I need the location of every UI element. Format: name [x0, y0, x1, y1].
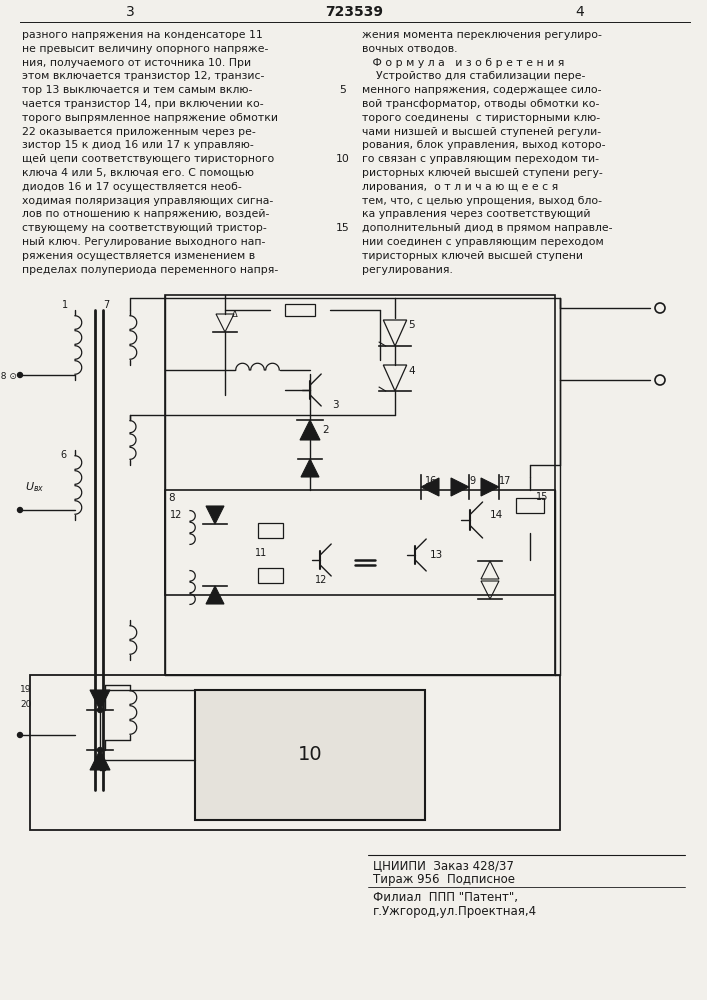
- Circle shape: [98, 748, 103, 752]
- Text: тем, что, с целью упрощения, выход бло-: тем, что, с целью упрощения, выход бло-: [362, 196, 602, 206]
- Text: $U_{вх}$: $U_{вх}$: [25, 480, 45, 494]
- Text: Филиал  ППП "Патент",: Филиал ППП "Патент",: [373, 891, 518, 904]
- Text: 5: 5: [408, 320, 414, 330]
- Circle shape: [98, 708, 103, 712]
- Text: ствующему на соответствующий тристор-: ствующему на соответствующий тристор-: [22, 223, 267, 233]
- Polygon shape: [90, 750, 110, 770]
- Text: тор 13 выключается и тем самым вклю-: тор 13 выключается и тем самым вклю-: [22, 85, 252, 95]
- Text: 7: 7: [103, 300, 110, 310]
- Text: 20: 20: [20, 700, 31, 709]
- Text: менного напряжения, содержащее сило-: менного напряжения, содержащее сило-: [362, 85, 602, 95]
- Text: 11: 11: [255, 548, 267, 558]
- Text: 15: 15: [536, 492, 549, 502]
- Text: 13: 13: [430, 550, 443, 560]
- Polygon shape: [301, 459, 319, 477]
- Text: разного напряжения на конденсаторе 11: разного напряжения на конденсаторе 11: [22, 30, 263, 40]
- Text: Ф о р м у л а   и з о б р е т е н и я: Ф о р м у л а и з о б р е т е н и я: [362, 58, 564, 68]
- Bar: [516, 497, 544, 512]
- Text: 10: 10: [298, 746, 322, 764]
- Text: торого выпрямленное напряжение обмотки: торого выпрямленное напряжение обмотки: [22, 113, 278, 123]
- Text: 12: 12: [170, 510, 182, 520]
- Polygon shape: [206, 506, 224, 524]
- Text: пределах полупериода переменного напря-: пределах полупериода переменного напря-: [22, 265, 279, 275]
- Polygon shape: [451, 478, 469, 496]
- Bar: [257, 522, 283, 538]
- Text: жения момента переключения регулиро-: жения момента переключения регулиро-: [362, 30, 602, 40]
- Text: ЦНИИПИ  Заказ 428/37: ЦНИИПИ Заказ 428/37: [373, 859, 514, 872]
- Text: 10: 10: [336, 154, 350, 164]
- Text: лов по отношению к напряжению, воздей-: лов по отношению к напряжению, воздей-: [22, 209, 269, 219]
- Bar: [257, 568, 283, 582]
- Text: 15: 15: [336, 223, 350, 233]
- Text: рования, блок управления, выход которо-: рования, блок управления, выход которо-: [362, 140, 605, 150]
- Text: тиристорных ключей высшей ступени: тиристорных ключей высшей ступени: [362, 251, 583, 261]
- Text: Δ: Δ: [232, 310, 238, 319]
- Text: торого соединены  с тиристорными клю-: торого соединены с тиристорными клю-: [362, 113, 600, 123]
- Text: дополнительный диод в прямом направле-: дополнительный диод в прямом направле-: [362, 223, 612, 233]
- Text: ния, получаемого от источника 10. При: ния, получаемого от источника 10. При: [22, 58, 251, 68]
- Text: 1: 1: [62, 300, 68, 310]
- Text: 12: 12: [315, 575, 327, 585]
- Text: ка управления через соответствующий: ка управления через соответствующий: [362, 209, 590, 219]
- Bar: [165, 490, 555, 675]
- Text: вочных отводов.: вочных отводов.: [362, 44, 457, 54]
- Text: Тираж 956  Подписное: Тираж 956 Подписное: [373, 873, 515, 886]
- Text: щей цепи соответствующего тиристорного: щей цепи соответствующего тиристорного: [22, 154, 274, 164]
- Bar: [195, 690, 425, 820]
- Text: 5: 5: [339, 85, 346, 95]
- Text: 4: 4: [575, 5, 585, 19]
- Text: 2: 2: [322, 425, 329, 435]
- Circle shape: [18, 372, 23, 377]
- Bar: [165, 295, 555, 595]
- Text: вой трансформатор, отводы обмотки ко-: вой трансформатор, отводы обмотки ко-: [362, 99, 600, 109]
- Polygon shape: [206, 586, 224, 604]
- Text: регулирования.: регулирования.: [362, 265, 453, 275]
- Text: диодов 16 и 17 осуществляется необ-: диодов 16 и 17 осуществляется необ-: [22, 182, 242, 192]
- Text: г.Ужгород,ул.Проектная,4: г.Ужгород,ул.Проектная,4: [373, 905, 537, 918]
- Text: Устройство для стабилизации пере-: Устройство для стабилизации пере-: [362, 71, 585, 81]
- Bar: [285, 304, 315, 316]
- Text: ряжения осуществляется изменением в: ряжения осуществляется изменением в: [22, 251, 255, 261]
- Text: лирования,  о т л и ч а ю щ е е с я: лирования, о т л и ч а ю щ е е с я: [362, 182, 559, 192]
- Text: чается транзистор 14, при включении ко-: чается транзистор 14, при включении ко-: [22, 99, 264, 109]
- Text: ключа 4 или 5, включая его. С помощью: ключа 4 или 5, включая его. С помощью: [22, 168, 254, 178]
- Text: 14: 14: [490, 510, 503, 520]
- Text: 17: 17: [499, 476, 511, 486]
- Polygon shape: [90, 690, 110, 710]
- Text: 18 ⊙: 18 ⊙: [0, 372, 17, 381]
- Text: ный ключ. Регулирование выходного нап-: ный ключ. Регулирование выходного нап-: [22, 237, 265, 247]
- Text: нии соединен с управляющим переходом: нии соединен с управляющим переходом: [362, 237, 604, 247]
- Text: ристорных ключей высшей ступени регу-: ристорных ключей высшей ступени регу-: [362, 168, 603, 178]
- Text: этом включается транзистор 12, транзис-: этом включается транзистор 12, транзис-: [22, 71, 264, 81]
- Text: чами низшей и высшей ступеней регули-: чами низшей и высшей ступеней регули-: [362, 127, 601, 137]
- Text: 4: 4: [408, 366, 414, 376]
- Text: 8: 8: [168, 493, 175, 503]
- Text: 723539: 723539: [325, 5, 383, 19]
- Text: зистор 15 к диод 16 или 17 к управляю-: зистор 15 к диод 16 или 17 к управляю-: [22, 140, 254, 150]
- Text: 19: 19: [20, 685, 32, 694]
- Text: 3: 3: [332, 400, 339, 410]
- Text: не превысит величину опорного напряже-: не превысит величину опорного напряже-: [22, 44, 269, 54]
- Text: 3: 3: [126, 5, 134, 19]
- Polygon shape: [300, 420, 320, 440]
- Polygon shape: [421, 478, 439, 496]
- Circle shape: [18, 508, 23, 512]
- Text: 6: 6: [60, 450, 66, 460]
- Polygon shape: [481, 478, 499, 496]
- Circle shape: [18, 732, 23, 738]
- Bar: [30, 675, 560, 830]
- Text: 9: 9: [469, 476, 475, 486]
- Text: го связан с управляющим переходом ти-: го связан с управляющим переходом ти-: [362, 154, 599, 164]
- Text: ходимая поляризация управляющих сигна-: ходимая поляризация управляющих сигна-: [22, 196, 273, 206]
- Text: 22 оказывается приложенным через ре-: 22 оказывается приложенным через ре-: [22, 127, 256, 137]
- Text: 16: 16: [425, 476, 437, 486]
